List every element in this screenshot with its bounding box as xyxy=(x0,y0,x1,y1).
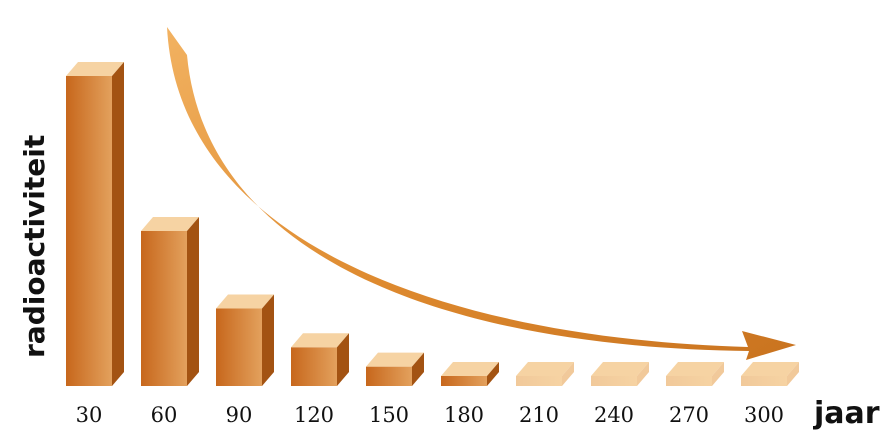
bar-side xyxy=(487,362,499,386)
x-tick-120: 120 xyxy=(294,403,334,427)
bar-top xyxy=(441,362,499,376)
bar-side xyxy=(337,333,349,386)
bar-270 xyxy=(666,362,724,386)
bar-300 xyxy=(741,362,799,386)
x-tick-180: 180 xyxy=(444,403,484,427)
x-tick-60: 60 xyxy=(151,403,178,427)
bar-side xyxy=(787,362,799,386)
bar-side xyxy=(562,362,574,386)
x-tick-240: 240 xyxy=(594,403,634,427)
x-tick-210: 210 xyxy=(519,403,559,427)
bar-top xyxy=(66,62,124,76)
bar-front xyxy=(141,231,187,386)
x-tick-30: 30 xyxy=(76,403,103,427)
bar-front xyxy=(291,347,337,386)
bar-side xyxy=(112,62,124,386)
bar-top xyxy=(141,217,199,231)
bar-side xyxy=(412,352,424,386)
bar-150 xyxy=(366,352,424,386)
x-tick-150: 150 xyxy=(369,403,409,427)
bar-side xyxy=(637,362,649,386)
bar-240 xyxy=(591,362,649,386)
bar-side xyxy=(712,362,724,386)
bar-top xyxy=(216,294,274,309)
bar-90 xyxy=(216,294,274,386)
x-tick-90: 90 xyxy=(226,403,253,427)
bar-side xyxy=(262,294,274,386)
x-axis-label: jaar xyxy=(813,396,880,431)
bar-top xyxy=(666,362,724,376)
bar-front xyxy=(741,376,787,386)
bars-group xyxy=(66,62,799,386)
bar-top xyxy=(516,362,574,376)
bar-front xyxy=(591,376,637,386)
bar-front xyxy=(441,376,487,386)
bar-front xyxy=(516,376,562,386)
x-tick-270: 270 xyxy=(669,403,709,427)
x-tick-labels: 30 60 90 120 150 180 210 240 270 300 xyxy=(76,403,784,427)
bar-front xyxy=(216,308,262,386)
bar-30 xyxy=(66,62,124,386)
bar-60 xyxy=(141,217,199,386)
bar-side xyxy=(187,217,199,386)
bar-210 xyxy=(516,362,574,386)
bar-120 xyxy=(291,333,349,386)
x-tick-300: 300 xyxy=(744,403,784,427)
bar-top xyxy=(366,352,424,367)
y-axis-label: radioactiviteit xyxy=(18,135,51,358)
bar-front xyxy=(666,376,712,386)
bar-top xyxy=(741,362,799,376)
bar-front xyxy=(366,366,412,386)
bar-top xyxy=(291,333,349,348)
bar-180 xyxy=(441,362,499,386)
bar-top xyxy=(591,362,649,376)
bar-front xyxy=(66,76,112,386)
